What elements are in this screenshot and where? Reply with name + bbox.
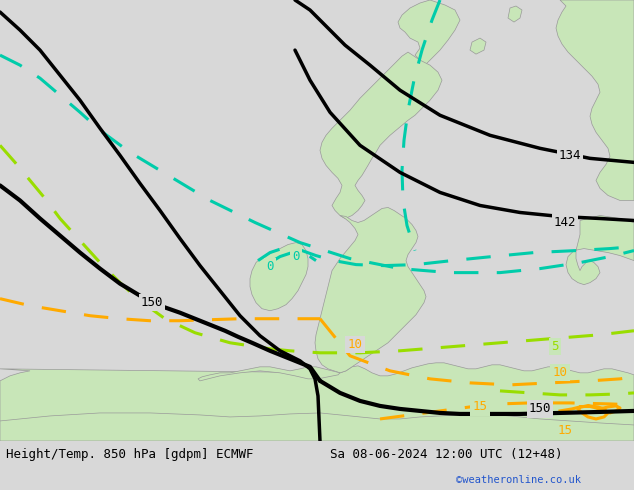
Polygon shape (315, 207, 426, 373)
Text: 10: 10 (552, 367, 567, 379)
Polygon shape (566, 216, 634, 285)
Polygon shape (508, 6, 522, 22)
Text: ©weatheronline.co.uk: ©weatheronline.co.uk (456, 475, 581, 485)
Text: 5: 5 (551, 340, 559, 353)
Polygon shape (556, 0, 634, 200)
Polygon shape (250, 243, 308, 311)
Text: 150: 150 (141, 296, 163, 309)
Text: 142: 142 (553, 216, 576, 229)
Polygon shape (0, 363, 634, 441)
Text: 150: 150 (529, 402, 551, 416)
Polygon shape (320, 52, 442, 219)
Polygon shape (0, 413, 634, 441)
Text: 0: 0 (266, 260, 274, 273)
Text: 0: 0 (292, 250, 300, 263)
Text: Height/Temp. 850 hPa [gdpm] ECMWF: Height/Temp. 850 hPa [gdpm] ECMWF (6, 447, 254, 461)
Text: Sa 08-06-2024 12:00 UTC (12+48): Sa 08-06-2024 12:00 UTC (12+48) (330, 447, 562, 461)
Polygon shape (470, 38, 486, 54)
Polygon shape (398, 0, 460, 65)
Text: 15: 15 (472, 400, 488, 414)
Text: 15: 15 (557, 424, 573, 438)
Polygon shape (198, 367, 340, 381)
Text: 10: 10 (347, 338, 363, 351)
Text: 134: 134 (559, 149, 581, 162)
